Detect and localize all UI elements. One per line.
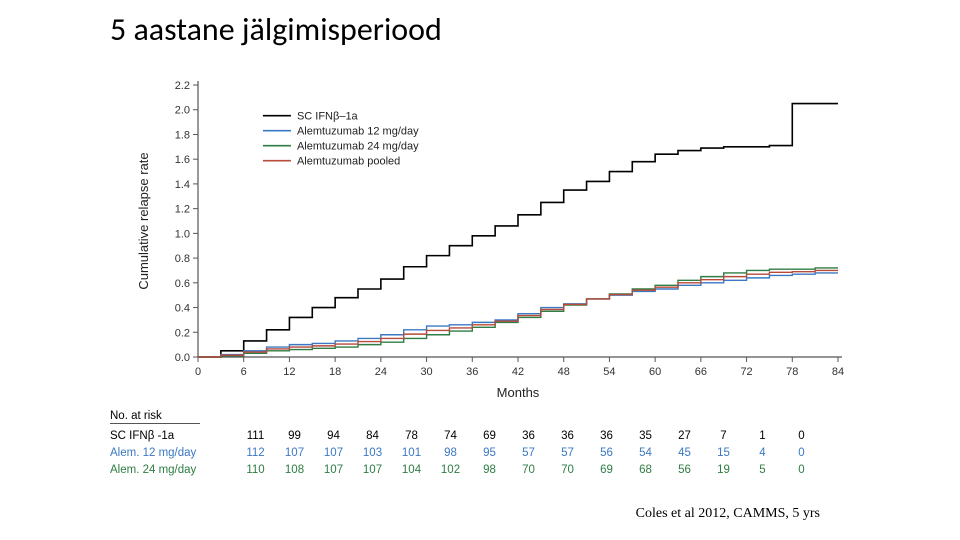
svg-text:Alemtuzumab 12 mg/day: Alemtuzumab 12 mg/day [297,126,419,138]
page-title: 5 aastane jälgimisperiood [110,10,442,49]
risk-cell: 111 [236,430,275,442]
risk-row: SC IFNβ -1a1119994847874693636363527710 [110,427,870,444]
risk-cell: 110 [236,464,275,476]
risk-cell: 5 [743,464,782,476]
svg-text:72: 72 [740,366,752,378]
svg-text:36: 36 [466,366,478,378]
svg-text:48: 48 [558,366,570,378]
risk-cell: 107 [314,447,353,459]
risk-cell: 1 [743,430,782,442]
risk-cell: 0 [782,447,821,459]
risk-cell: 0 [782,464,821,476]
risk-cell: 70 [509,464,548,476]
svg-text:12: 12 [283,366,295,378]
risk-cell: 27 [665,430,704,442]
risk-cell: 69 [587,464,626,476]
relapse-chart: 0.0 0.2 0.4 0.6 0.8 1.0 1.2 1.4 1.6 1.8 2.0 2.2 0 6 12… [130,75,850,405]
svg-text:0.6: 0.6 [175,278,190,290]
risk-cell: 36 [548,430,587,442]
risk-cell: 99 [275,430,314,442]
svg-text:0.2: 0.2 [175,327,190,339]
svg-text:1.0: 1.0 [175,228,190,240]
svg-text:54: 54 [603,366,615,378]
svg-text:24: 24 [375,366,387,378]
svg-text:0.0: 0.0 [175,352,190,364]
svg-text:1.2: 1.2 [175,204,190,216]
risk-cell: 104 [392,464,431,476]
risk-cell: 107 [353,464,392,476]
svg-text:0.4: 0.4 [175,303,190,315]
svg-text:0.8: 0.8 [175,253,190,265]
svg-text:66: 66 [695,366,707,378]
svg-text:30: 30 [420,366,432,378]
risk-cell: 15 [704,447,743,459]
svg-text:Alemtuzumab pooled: Alemtuzumab pooled [297,156,400,168]
svg-text:84: 84 [832,366,844,378]
risk-cell: 107 [314,464,353,476]
svg-text:Alemtuzumab 24 mg/day: Alemtuzumab 24 mg/day [297,141,419,153]
risk-cell: 54 [626,447,665,459]
at-risk-table: No. at riskSC IFNβ -1a111999484787469363… [110,410,870,478]
risk-cell: 56 [665,464,704,476]
risk-cell: 4 [743,447,782,459]
risk-cell: 57 [509,447,548,459]
risk-cell: 98 [470,464,509,476]
svg-text:2.0: 2.0 [175,105,190,117]
risk-cell: 94 [314,430,353,442]
risk-cell: 95 [470,447,509,459]
svg-text:Cumulative relapse rate: Cumulative relapse rate [136,152,151,289]
risk-cell: 36 [509,430,548,442]
svg-text:2.2: 2.2 [175,80,190,92]
risk-cell: 57 [548,447,587,459]
risk-cell: 74 [431,430,470,442]
risk-cell: 70 [548,464,587,476]
risk-cell: 84 [353,430,392,442]
risk-cell: 102 [431,464,470,476]
risk-cell: 108 [275,464,314,476]
svg-text:78: 78 [786,366,798,378]
chart-svg: 0.0 0.2 0.4 0.6 0.8 1.0 1.2 1.4 1.6 1.8 2.0 2.2 0 6 12… [130,75,850,405]
svg-text:1.6: 1.6 [175,154,190,166]
risk-cell: 78 [392,430,431,442]
svg-text:1.4: 1.4 [175,179,190,191]
risk-row: Alem. 24 mg/day1101081071071041029870706… [110,461,870,478]
risk-cell: 69 [470,430,509,442]
svg-text:6: 6 [241,366,247,378]
risk-cell: 101 [392,447,431,459]
risk-cell: 0 [782,430,821,442]
risk-cell: 68 [626,464,665,476]
svg-text:1.8: 1.8 [175,129,190,141]
risk-cell: 19 [704,464,743,476]
risk-cell: 35 [626,430,665,442]
risk-cell: 7 [704,430,743,442]
risk-row: Alem. 12 mg/day1121071071031019895575756… [110,444,870,461]
svg-text:60: 60 [649,366,661,378]
risk-cell: 98 [431,447,470,459]
risk-cell: 107 [275,447,314,459]
svg-text:0: 0 [195,366,201,378]
risk-cell: 45 [665,447,704,459]
svg-text:42: 42 [512,366,524,378]
risk-cell: 56 [587,447,626,459]
risk-row-label: SC IFNβ -1a [110,430,236,442]
risk-table-heading: No. at risk [110,410,200,424]
risk-cell: 36 [587,430,626,442]
risk-row-label: Alem. 12 mg/day [110,447,236,459]
svg-text:Months: Months [497,385,540,400]
risk-cell: 112 [236,447,275,459]
risk-cell: 103 [353,447,392,459]
risk-row-label: Alem. 24 mg/day [110,464,236,476]
svg-text:SC IFNβ–1a: SC IFNβ–1a [297,111,359,123]
citation-text: Coles et al 2012, CAMMS, 5 yrs [636,506,820,522]
svg-text:18: 18 [329,366,341,378]
